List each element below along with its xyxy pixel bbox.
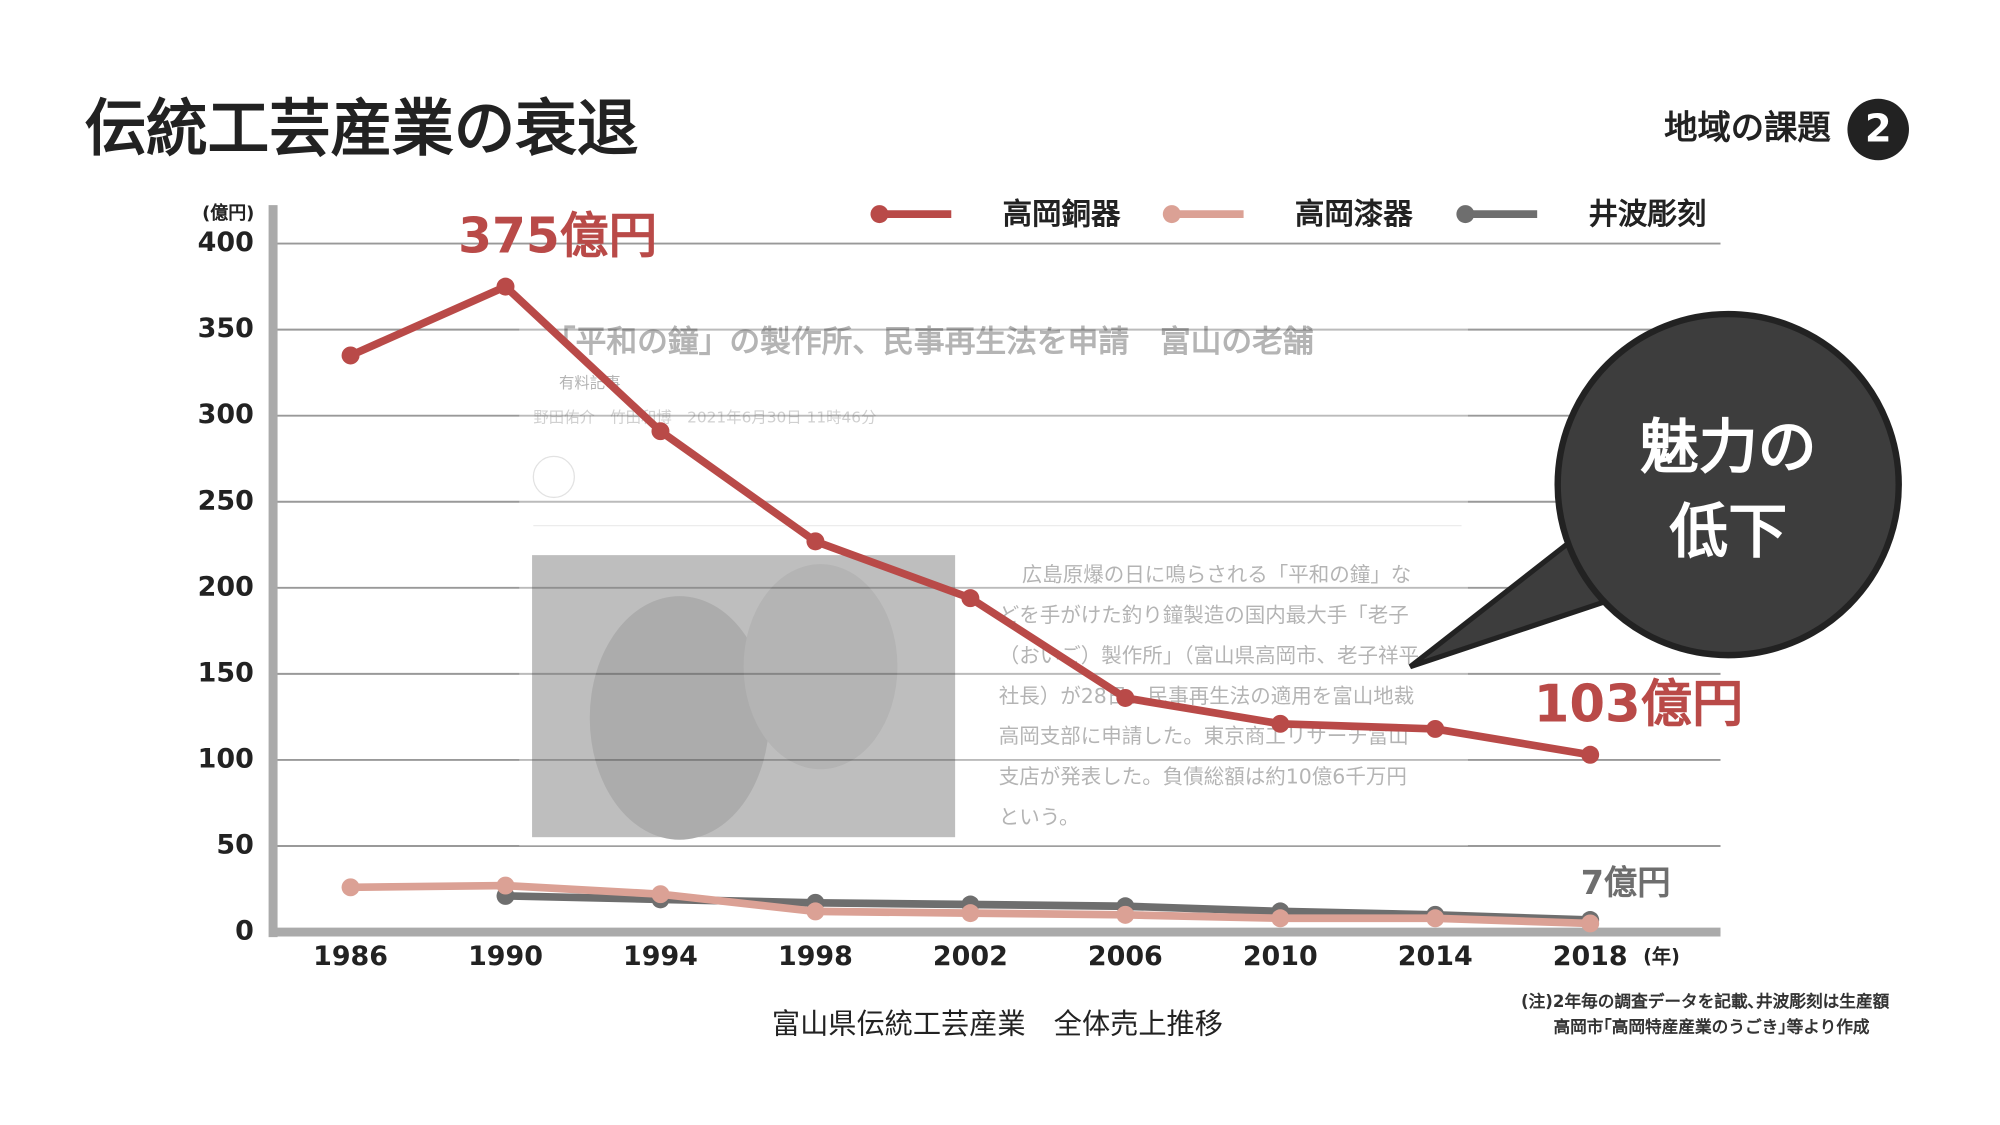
bubble-text: 低下 xyxy=(1669,497,1787,566)
note: 高岡市｢高岡特産産業のうごき｣等より作成 xyxy=(1553,1017,1869,1037)
y-tick-label: 350 xyxy=(198,313,254,344)
legend-label: 高岡漆器 xyxy=(1295,197,1413,231)
y-tick-label: 100 xyxy=(198,743,254,774)
y-tick-label: 250 xyxy=(198,485,254,516)
data-point xyxy=(1426,909,1445,928)
note: (注)2年毎の調査データを記載､井波彫刻は生産額 xyxy=(1521,991,1890,1011)
legend-dot xyxy=(1162,205,1181,224)
x-tick-label: 2018 xyxy=(1553,941,1628,972)
value-label: 375億円 xyxy=(458,209,657,265)
photo-bell xyxy=(589,596,770,840)
x-tick-label: 1986 xyxy=(313,941,388,972)
grid: 0 50 100 150 200 250 300 350 400 1986 1990 1994 1998… xyxy=(198,205,1721,972)
section-number: 2 xyxy=(1865,106,1892,151)
article-line: 支店が発表した。負債総額は約10億6千万円 xyxy=(999,765,1407,789)
data-point xyxy=(496,876,515,895)
y-tick-label: 150 xyxy=(198,657,254,688)
x-tick-label: 1990 xyxy=(468,941,543,972)
y-tick-label: 50 xyxy=(216,829,253,860)
slide-title: 伝統工芸産業の衰退 xyxy=(85,91,639,164)
y-axis-unit: (億円) xyxy=(202,202,254,224)
y-tick-label: 0 xyxy=(235,916,254,947)
legend-dot xyxy=(1456,205,1475,224)
data-point xyxy=(806,532,825,551)
article-byline: 野田佑介 竹田和博 2021年6月30日 11時46分 xyxy=(533,408,876,426)
legend-dot xyxy=(870,205,889,224)
data-point xyxy=(496,277,515,296)
bubble-text: 魅力の xyxy=(1640,412,1817,481)
data-point xyxy=(806,902,825,921)
x-tick-label: 2010 xyxy=(1243,941,1318,972)
article-line: 広島原爆の日に鳴らされる「平和の鐘」な xyxy=(1022,563,1412,587)
data-point xyxy=(1271,909,1290,928)
plot: 高岡銅器 高岡漆器 井波彫刻 7億円 375億円 103億円 xyxy=(341,197,1744,933)
x-axis-unit: (年) xyxy=(1643,945,1680,968)
speech-bubble: 魅力の 低下 xyxy=(1408,310,1902,670)
photo-bell xyxy=(743,564,898,770)
article-screenshot: 「平和の鐘」の製作所、民事再生法を申請 富山の老舗 有料記事 野田佑介 竹田和博… xyxy=(519,307,1468,847)
data-point xyxy=(341,346,360,365)
print-icon xyxy=(532,455,576,499)
value-label: 103億円 xyxy=(1534,675,1744,735)
data-point xyxy=(651,422,670,441)
data-point xyxy=(1116,689,1135,707)
data-point xyxy=(1426,719,1445,738)
value-label: 7億円 xyxy=(1581,863,1671,902)
article-line: という。 xyxy=(999,805,1080,829)
x-tick-label: 1998 xyxy=(778,941,853,972)
x-tick-label: 2002 xyxy=(933,941,1008,972)
section-label: 地域の課題 xyxy=(1664,108,1831,147)
article-headline: 「平和の鐘」の製作所、民事再生法を申請 富山の老舗 xyxy=(545,324,1314,360)
y-tick-label: 200 xyxy=(198,571,254,602)
bubble xyxy=(1554,310,1902,659)
x-tick-label: 2006 xyxy=(1088,941,1163,972)
y-tick-label: 300 xyxy=(198,399,254,430)
y-tick-label: 400 xyxy=(198,227,254,258)
data-point xyxy=(341,878,360,897)
legend-label: 井波彫刻 xyxy=(1588,197,1706,231)
data-point xyxy=(1581,914,1600,933)
x-tick-label: 1994 xyxy=(623,941,698,972)
article-line: どを手がけた釣り鐘製造の国内最大手「老子 xyxy=(999,603,1409,627)
x-tick-label: 2014 xyxy=(1398,941,1473,972)
legend-label: 高岡銅器 xyxy=(1003,197,1121,231)
data-point xyxy=(1116,905,1135,924)
data-point xyxy=(961,589,980,608)
chart-caption: 富山県伝統工芸産業 全体売上推移 xyxy=(772,1008,1223,1041)
data-point xyxy=(1271,714,1290,733)
data-point xyxy=(961,904,980,923)
data-point xyxy=(1581,745,1600,764)
article-body: 広島原爆の日に鳴らされる「平和の鐘」などを手がけた釣り鐘製造の国内最大手「老子（… xyxy=(999,563,1419,829)
article-line: 社長）が28日、民事再生法の適用を富山地裁 xyxy=(999,684,1415,708)
section-badge xyxy=(1847,98,1909,161)
data-point xyxy=(651,885,670,904)
